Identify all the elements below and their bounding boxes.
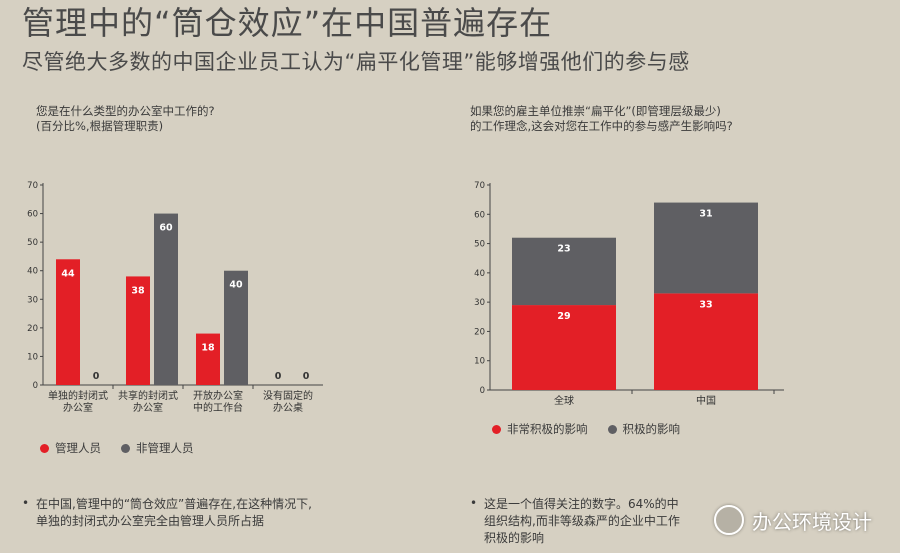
legend-label-non-manager: 非管理人员 [136,441,194,455]
right-note-line3: 积极的影响 [484,531,545,545]
watermark-text: 办公环境设计 [752,509,872,534]
y-tick-label: 10 [27,352,38,362]
y-tick-label: 70 [474,181,485,191]
y-tick-label: 0 [33,381,38,391]
category-label: 共享的封闭式 [118,389,178,402]
left-question-line1: 您是在什么类型的办公室中工作的? [36,104,215,118]
bar [154,213,178,385]
left-note-line2: 单独的封闭式办公室完全由管理人员所占据 [36,514,265,528]
category-label: 中国 [696,394,716,407]
legend-swatch-grey [121,443,130,453]
y-tick-label: 40 [474,269,485,279]
data-label: 29 [557,311,570,322]
y-tick-label: 20 [27,324,38,334]
y-tick-label: 30 [27,295,38,305]
wechat-icon [714,505,744,535]
category-label: 开放办公室 [193,389,243,402]
data-label: 38 [131,285,145,296]
left-note-line1: 在中国,管理中的“筒仓效应”普遍存在,在这种情况下, [36,497,312,511]
y-tick-label: 30 [474,298,485,308]
stacked-bar-segment [654,202,758,294]
data-label: 18 [201,343,215,354]
legend-item-very-positive: 非常积极的影响 [492,421,588,437]
right-note: 这是一个值得关注的数字。64%的中 组织结构,而非等级森严的企业中工作 积极的影… [484,496,680,547]
right-question: 如果您的雇主单位推崇“扁平化”(即管理层级最少) 的工作理念,这会对您在工作中的… [470,104,733,134]
category-label: 办公桌 [273,401,303,414]
data-label: 44 [61,268,75,279]
watermark: 办公环境设计 [714,505,872,535]
left-question-line2: (百分比%,根据管理职责) [36,119,164,133]
y-tick-label: 40 [27,267,38,277]
category-label: 全球 [554,394,574,407]
right-note-bullet: • [470,496,478,510]
page-title: 管理中的“筒仓效应”在中国普遍存在 [22,4,553,42]
data-label: 0 [303,371,310,382]
legend-item-positive: 积极的影响 [607,421,681,437]
y-tick-label: 0 [480,386,485,396]
legend-label-manager: 管理人员 [55,441,101,455]
left-question: 您是在什么类型的办公室中工作的? (百分比%,根据管理职责) [36,104,215,134]
engagement-chart: 0 10 20 30 40 50 60 70 29 23 全球 33 31 中国 [474,181,784,407]
legend-swatch-red [492,424,501,434]
stacked-bar-segment [512,305,616,390]
category-label: 没有固定的 [263,389,313,402]
data-label: 23 [557,244,570,255]
y-tick-label: 10 [474,357,485,367]
legend-label-very-positive: 非常积极的影响 [507,422,588,436]
y-tick-label: 50 [474,240,485,250]
page-subtitle: 尽管绝大多数的中国企业员工认为“扁平化管理”能够增强他们的参与感 [22,50,690,74]
office-type-chart: 010203040506070440单独的封闭式办公室3860共享的封闭式办公室… [27,181,323,414]
left-legend: 管理人员 非管理人员 [40,440,194,456]
bar [196,333,220,385]
stacked-bar-segment [654,293,758,390]
bar [224,270,248,385]
legend-item-manager: 管理人员 [40,440,101,456]
y-tick-label: 70 [27,181,38,191]
category-label: 单独的封闭式 [48,389,108,402]
bar [56,259,80,385]
left-note-bullet: • [22,496,30,510]
y-tick-label: 20 [474,327,485,337]
data-label: 40 [229,280,243,291]
legend-label-positive: 积极的影响 [622,422,681,436]
data-label: 31 [699,209,712,220]
category-label: 办公室 [133,401,163,414]
bar [126,276,150,385]
right-note-line2: 组织结构,而非等级森严的企业中工作 [484,514,680,528]
data-label: 0 [275,371,282,382]
y-tick-label: 60 [27,210,38,220]
category-label: 中的工作台 [193,401,243,414]
stacked-bar-segment [512,237,616,306]
left-note: 在中国,管理中的“筒仓效应”普遍存在,在这种情况下, 单独的封闭式办公室完全由管… [36,496,312,530]
data-label: 0 [93,371,100,382]
right-question-line1: 如果您的雇主单位推崇“扁平化”(即管理层级最少) [470,104,721,118]
legend-swatch-grey [607,424,617,434]
category-label: 办公室 [63,401,93,414]
legend-swatch-red [40,443,49,453]
data-label: 60 [159,223,173,234]
right-question-line2: 的工作理念,这会对您在工作中的参与感产生影响吗? [470,119,733,133]
y-tick-label: 50 [27,238,38,248]
data-label: 33 [699,299,712,310]
y-tick-label: 60 [474,210,485,220]
right-legend: 非常积极的影响 积极的影响 [492,421,680,437]
right-note-line1: 这是一个值得关注的数字。64%的中 [484,497,679,511]
legend-item-non-manager: 非管理人员 [121,440,194,456]
